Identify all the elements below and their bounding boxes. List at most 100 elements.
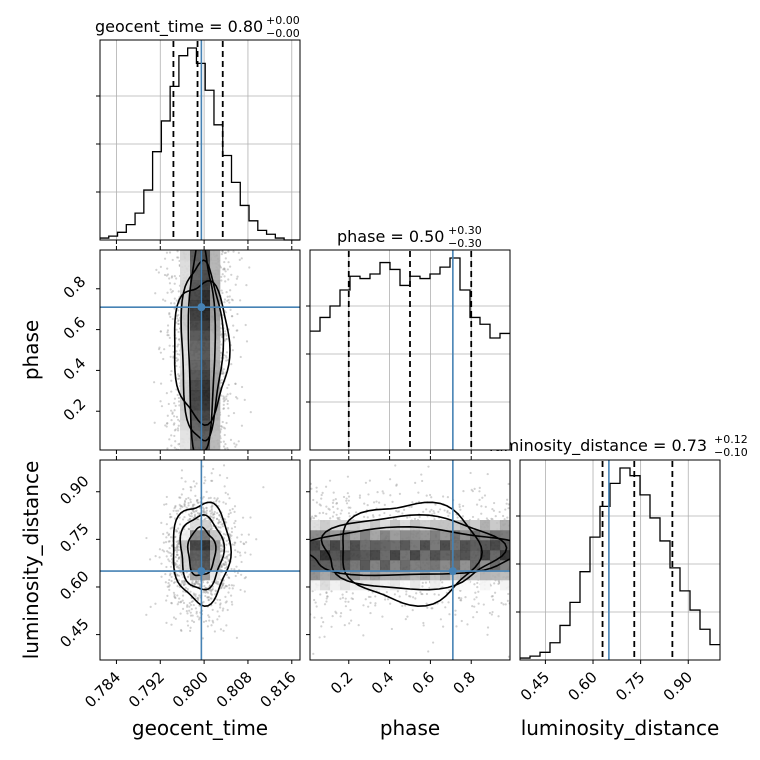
scatter-point bbox=[475, 596, 478, 599]
scatter-point bbox=[236, 312, 239, 316]
scatter-point bbox=[335, 502, 338, 505]
scatter-point bbox=[180, 476, 183, 480]
scatter-point bbox=[166, 594, 169, 597]
density-cell bbox=[380, 540, 391, 551]
scatter-point bbox=[222, 403, 225, 407]
scatter-point bbox=[224, 585, 227, 588]
scatter-point bbox=[166, 447, 169, 450]
density-cell bbox=[440, 520, 451, 531]
scatter-point bbox=[187, 501, 190, 505]
scatter-point bbox=[473, 583, 476, 586]
scatter-point bbox=[425, 494, 428, 497]
scatter-point bbox=[176, 256, 179, 259]
scatter-point bbox=[176, 352, 179, 356]
density-cell bbox=[180, 330, 191, 341]
scatter-point bbox=[167, 585, 171, 588]
scatter-point bbox=[348, 622, 351, 625]
scatter-point bbox=[177, 601, 180, 604]
scatter-point bbox=[221, 545, 224, 548]
scatter-point bbox=[330, 625, 333, 628]
title-phase-main: phase = 0.50 bbox=[337, 227, 444, 246]
scatter-point bbox=[227, 383, 230, 386]
scatter-point bbox=[481, 496, 484, 499]
scatter-point bbox=[389, 494, 392, 497]
title-geocent-time: geocent_time = 0.80 +0.00 −0.00 bbox=[95, 14, 300, 40]
scatter-point bbox=[226, 557, 229, 560]
scatter-point bbox=[345, 497, 348, 500]
density-cell bbox=[200, 250, 211, 261]
scatter-point bbox=[177, 319, 180, 323]
scatter-point bbox=[227, 298, 230, 302]
scatter-point bbox=[162, 550, 166, 553]
density-cell bbox=[190, 340, 201, 351]
scatter-point bbox=[178, 516, 181, 519]
scatter-point bbox=[392, 517, 395, 521]
density-cell bbox=[340, 560, 351, 571]
scatter-point bbox=[166, 421, 169, 425]
scatter-point bbox=[172, 616, 176, 619]
scatter-point bbox=[212, 513, 215, 516]
scatter-point bbox=[249, 516, 252, 519]
scatter-point bbox=[348, 515, 351, 518]
scatter-point bbox=[172, 591, 176, 594]
scatter-point bbox=[369, 601, 372, 604]
scatter-point bbox=[171, 411, 174, 414]
scatter-point bbox=[346, 492, 349, 495]
scatter-point bbox=[472, 616, 475, 619]
scatter-point bbox=[207, 614, 210, 617]
ylabel-luminosity-distance: luminosity_distance bbox=[19, 461, 43, 660]
scatter-point bbox=[414, 481, 417, 484]
scatter-point bbox=[188, 605, 191, 608]
scatter-point bbox=[233, 522, 236, 525]
scatter-point bbox=[218, 520, 221, 524]
scatter-point bbox=[185, 610, 188, 613]
density-cell bbox=[500, 550, 510, 561]
density-cell bbox=[390, 540, 401, 551]
scatter-point bbox=[170, 275, 174, 278]
scatter-point bbox=[212, 467, 215, 471]
density-cell bbox=[200, 530, 211, 541]
ytick-label-luminosity_distance-0: 0.45 bbox=[56, 615, 92, 651]
joint-frame bbox=[99, 249, 301, 451]
scatter-point bbox=[159, 265, 162, 268]
scatter-point bbox=[170, 369, 173, 373]
scatter-point bbox=[408, 595, 411, 598]
contour-level-2 bbox=[173, 279, 231, 427]
scatter-point bbox=[218, 514, 221, 517]
scatter-point bbox=[195, 580, 198, 583]
density-cell bbox=[180, 380, 191, 391]
scatter-point bbox=[226, 550, 230, 553]
scatter-point bbox=[351, 592, 354, 595]
scatter-point bbox=[364, 481, 368, 484]
scatter-point bbox=[374, 604, 377, 607]
scatter-point bbox=[226, 402, 229, 406]
scatter-point bbox=[190, 515, 193, 518]
ytick-label-phase-1: 0.4 bbox=[60, 354, 90, 384]
scatter-point bbox=[171, 526, 174, 529]
scatter-point bbox=[506, 516, 509, 519]
scatter-point bbox=[332, 491, 335, 494]
scatter-point bbox=[175, 364, 178, 368]
density-cell bbox=[320, 580, 331, 591]
scatter-point bbox=[174, 562, 177, 565]
scatter-point bbox=[342, 495, 346, 499]
scatter-point bbox=[419, 591, 422, 594]
scatter-point bbox=[231, 315, 234, 318]
ylabel-phase: phase bbox=[19, 320, 43, 380]
scatter-point bbox=[245, 284, 248, 287]
scatter-point bbox=[327, 507, 330, 510]
scatter-point bbox=[205, 506, 208, 510]
scatter-point bbox=[225, 624, 228, 627]
scatter-point bbox=[211, 505, 214, 508]
scatter-point bbox=[397, 510, 401, 513]
scatter-point bbox=[218, 615, 221, 618]
density-cell bbox=[200, 440, 211, 450]
scatter-point bbox=[182, 583, 186, 586]
scatter-point bbox=[197, 599, 200, 602]
scatter-point bbox=[476, 581, 479, 585]
density-cell bbox=[310, 520, 321, 531]
scatter-point bbox=[227, 559, 230, 562]
scatter-point bbox=[191, 599, 194, 603]
scatter-point bbox=[178, 377, 181, 380]
scatter-point bbox=[218, 500, 221, 503]
